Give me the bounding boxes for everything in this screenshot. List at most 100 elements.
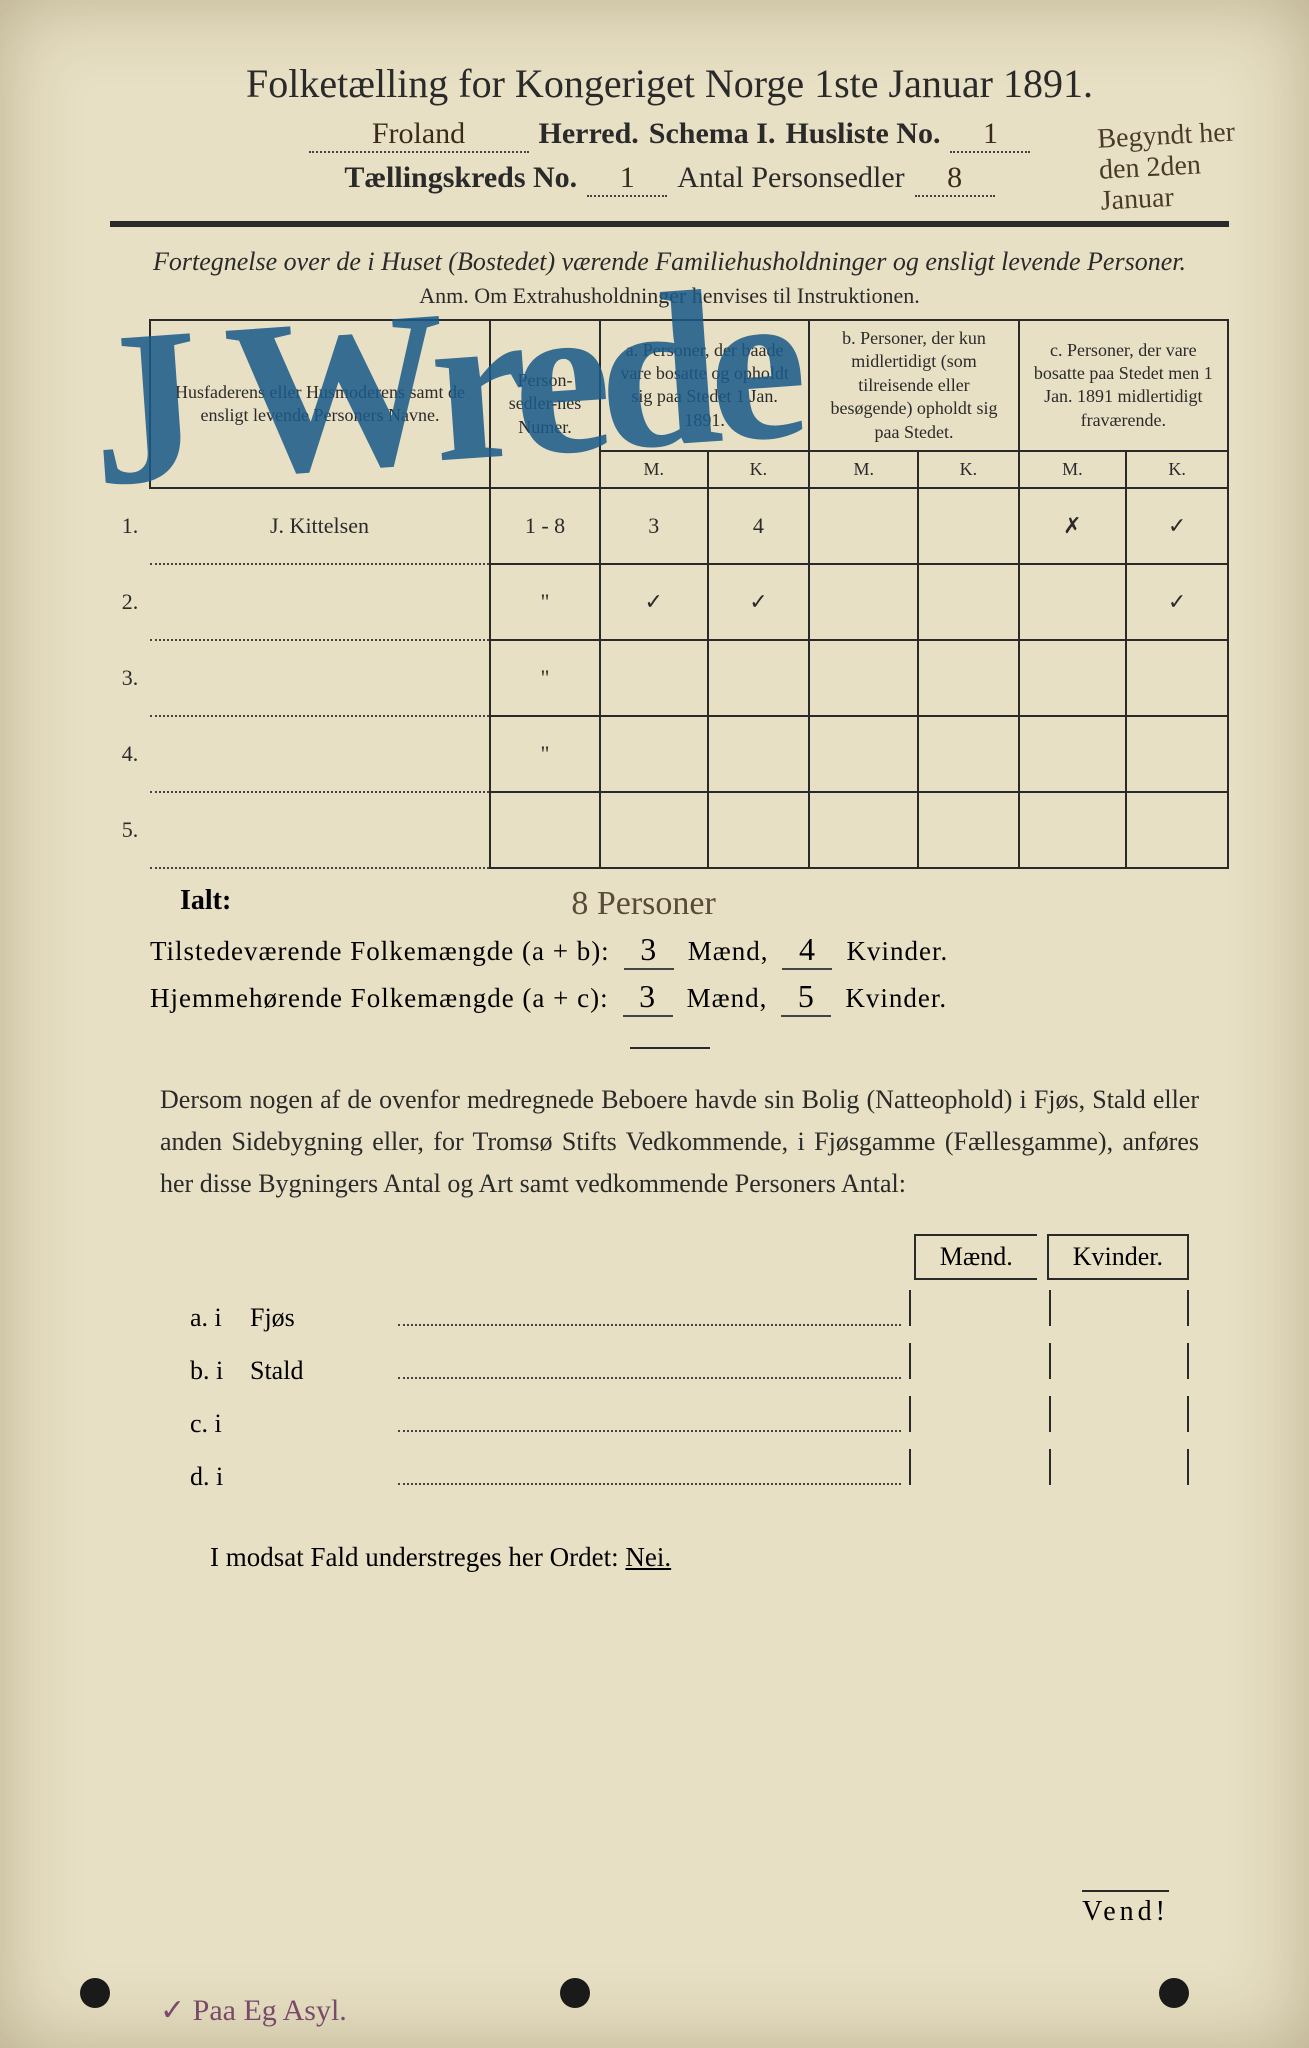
a-m-cell: 3	[600, 488, 708, 564]
table-row: 1.J. Kittelsen1 - 834✗✓	[110, 488, 1228, 564]
b-m: M.	[809, 451, 918, 488]
form-title: Folketælling for Kongeriget Norge 1ste J…	[110, 60, 1229, 107]
b-m-cell	[809, 488, 918, 564]
b-m-cell	[809, 792, 918, 868]
row-number: 5.	[110, 792, 150, 868]
summary-present: Tilstedeværende Folkemængde (a + b): 3 M…	[150, 931, 1229, 970]
summary2-m-label: Mænd,	[687, 983, 768, 1014]
num-cell: 1 - 8	[490, 488, 600, 564]
summary2-m: 3	[623, 978, 673, 1017]
sub-lbl: d. i	[190, 1462, 250, 1492]
b-m-cell	[809, 716, 918, 792]
sub-cell-k	[1049, 1290, 1189, 1326]
divider-1	[110, 221, 1229, 227]
herred-value: Froland	[309, 117, 529, 153]
husliste-value: 1	[950, 117, 1030, 153]
household-table: Husfaderens eller Husmoderens samt de en…	[110, 319, 1229, 869]
header-line-2: Froland Herred. Schema I. Husliste No. 1	[110, 117, 1229, 153]
kreds-value: 1	[587, 161, 667, 197]
c-k-cell: ✓	[1126, 488, 1228, 564]
sub-lbl: c. i	[190, 1409, 250, 1439]
antal-label: Antal Personsedler	[677, 161, 904, 195]
herred-label: Herred.	[539, 117, 639, 151]
summary1-k: 4	[782, 931, 832, 970]
punch-hole	[560, 1978, 590, 2008]
col-name-header: Husfaderens eller Husmoderens samt de en…	[150, 320, 490, 488]
col-num-header: Person-sedler-nes Numer.	[490, 320, 600, 488]
punch-hole	[80, 1978, 110, 2008]
a-k-cell	[708, 716, 810, 792]
sub-txt: Stald	[250, 1356, 390, 1386]
instruction-paragraph: Dersom nogen af de ovenfor medregnede Be…	[160, 1079, 1199, 1204]
summary1-m-label: Mænd,	[688, 936, 769, 967]
outbuilding-table: Mænd. Kvinder. a. iFjøsb. iStaldc. id. i	[190, 1234, 1189, 1492]
sub-cell-m	[909, 1343, 1049, 1379]
a-m: M.	[600, 451, 708, 488]
sub-lbl: b. i	[190, 1356, 250, 1386]
name-cell	[150, 716, 490, 792]
c-m-cell	[1019, 640, 1127, 716]
summary2-k: 5	[781, 978, 831, 1017]
sub-dots	[398, 1324, 901, 1326]
sub-dots	[398, 1483, 901, 1485]
ialt-value: 8 Personer	[571, 885, 715, 923]
a-k-cell	[708, 640, 810, 716]
sub-cell-k	[1049, 1343, 1189, 1379]
summary1-label: Tilstedeværende Folkemængde (a + b):	[150, 936, 610, 967]
a-m-cell: ✓	[600, 564, 708, 640]
sub-row: d. i	[190, 1449, 1189, 1492]
punch-hole	[1159, 1978, 1189, 2008]
summary1-k-label: Kvinder.	[846, 936, 948, 967]
husliste-label: Husliste No.	[785, 117, 940, 151]
sub-cell-m	[909, 1449, 1049, 1485]
table-row: 5.	[110, 792, 1228, 868]
turn-over-label: Vend!	[1082, 1890, 1169, 1928]
row-number: 2.	[110, 564, 150, 640]
a-k-cell	[708, 792, 810, 868]
c-m-cell	[1019, 792, 1127, 868]
col-b-header: b. Personer, der kun midlertidigt (som t…	[809, 320, 1018, 451]
table-row: 2."✓✓✓	[110, 564, 1228, 640]
header-line-3: Tællingskreds No. 1 Antal Personsedler 8	[110, 161, 1229, 197]
table-row: 4."	[110, 716, 1228, 792]
c-k-cell	[1126, 716, 1228, 792]
mini-divider	[630, 1047, 710, 1049]
num-cell	[490, 792, 600, 868]
kreds-label: Tællingskreds No.	[344, 161, 577, 195]
sub-row: c. i	[190, 1396, 1189, 1439]
b-k-cell	[918, 564, 1018, 640]
name-cell: J. Kittelsen	[150, 488, 490, 564]
row-number: 3.	[110, 640, 150, 716]
sub-row: b. iStald	[190, 1343, 1189, 1386]
sub-h-k: Kvinder.	[1047, 1234, 1189, 1280]
b-k: K.	[918, 451, 1018, 488]
b-m-cell	[809, 640, 918, 716]
nei-word: Nei.	[625, 1542, 671, 1572]
table-row: 3."	[110, 640, 1228, 716]
row-number: 4.	[110, 716, 150, 792]
a-m-cell	[600, 792, 708, 868]
a-k-cell: ✓	[708, 564, 810, 640]
summary-resident: Hjemmehørende Folkemængde (a + c): 3 Mæn…	[150, 978, 1229, 1017]
b-k-cell	[918, 640, 1018, 716]
col-a-header: a. Personer, der baade vare bosatte og o…	[600, 320, 809, 451]
section-header: Fortegnelse over de i Huset (Bostedet) v…	[110, 247, 1229, 277]
ialt-label: Ialt:	[180, 885, 231, 923]
col-c-header: c. Personer, der vare bosatte paa Stedet…	[1019, 320, 1228, 451]
c-k: K.	[1126, 451, 1228, 488]
c-k-cell: ✓	[1126, 564, 1228, 640]
c-m-cell	[1019, 564, 1127, 640]
nei-line: I modsat Fald understreges her Ordet: Ne…	[210, 1542, 1229, 1573]
nei-text: I modsat Fald understreges her Ordet:	[210, 1542, 625, 1572]
c-k-cell	[1126, 792, 1228, 868]
sub-h-m: Mænd.	[914, 1234, 1037, 1280]
name-cell	[150, 792, 490, 868]
a-m-cell	[600, 716, 708, 792]
sub-dots	[398, 1377, 901, 1379]
row-number: 1.	[110, 488, 150, 564]
name-cell	[150, 564, 490, 640]
sub-cell-k	[1049, 1449, 1189, 1485]
num-cell: "	[490, 564, 600, 640]
summary1-m: 3	[624, 931, 674, 970]
census-form-page: J Wrede Begyndt her den 2den Januar Folk…	[0, 0, 1309, 2048]
